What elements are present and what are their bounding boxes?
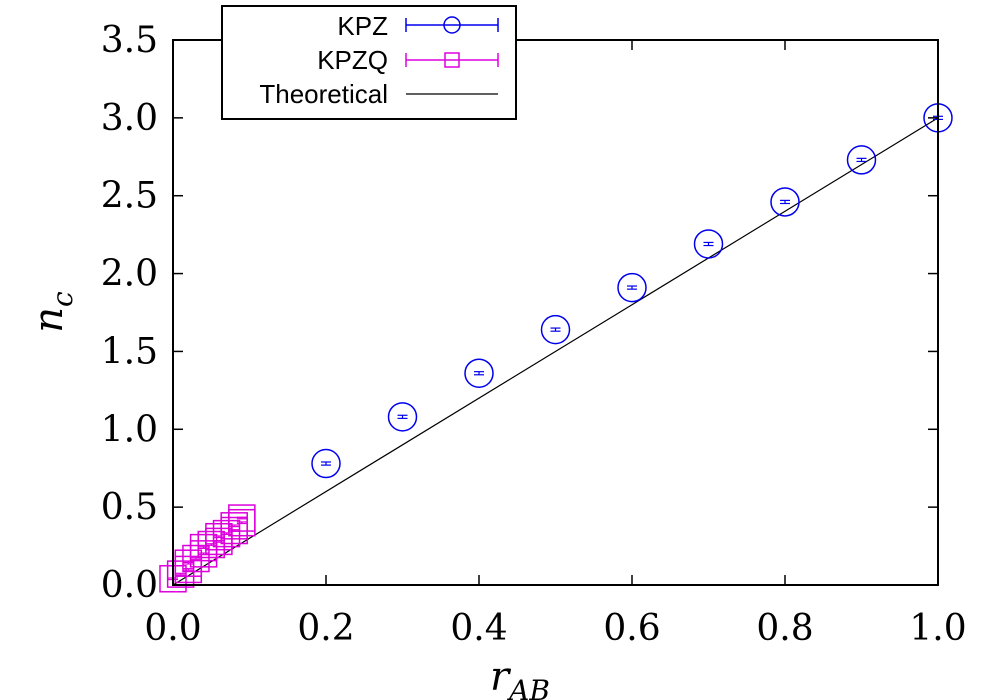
legend-sample-kpz: [405, 16, 499, 34]
y-tick-label: 1.5: [101, 331, 158, 372]
y-tick-label: 1.0: [101, 409, 158, 450]
y-axis-label-sub: c: [46, 291, 79, 307]
legend: KPZ KPZQ Theoretical: [221, 5, 517, 120]
y-tick-label: 0.5: [101, 487, 158, 528]
y-axis-label-main: n: [26, 307, 72, 333]
kpz-point-3: [540, 314, 571, 345]
kpzq-marker: [220, 512, 248, 540]
kpz-marker: [617, 272, 647, 303]
kpz-point-5: [693, 229, 724, 259]
x-axis-label-sub: AB: [506, 674, 550, 700]
kpzq-point-1: [166, 560, 195, 588]
kpzq-point-12: [220, 512, 248, 540]
kpzq-point-7: [197, 530, 225, 559]
kpz-point-0: [311, 448, 341, 479]
x-axis-label-main: r: [490, 654, 512, 700]
kpz-marker: [846, 145, 877, 175]
legend-label-kpz: KPZ: [337, 11, 388, 41]
kpzq-marker: [182, 544, 210, 573]
kpz-marker: [540, 314, 571, 345]
kpzq-point-9: [205, 522, 233, 551]
kpzq-marker: [228, 504, 256, 532]
kpz-marker: [311, 448, 341, 479]
x-axis-label: rAB: [490, 654, 550, 700]
x-tick-label: 1.0: [909, 608, 966, 649]
legend-label-kpzq: KPZQ: [317, 45, 388, 75]
plot-frame: [172, 39, 939, 586]
kpz-marker: [770, 187, 800, 217]
y-tick-label: 3.5: [101, 20, 158, 61]
kpz-point-2: [464, 358, 494, 388]
axis-ticks: [172, 39, 939, 586]
kpz-point-1: [387, 402, 418, 432]
kpzq-point-3: [174, 549, 203, 577]
plot-marks: [159, 103, 953, 593]
kpz-point-4: [617, 272, 647, 303]
kpzq-marker: [197, 530, 225, 559]
y-tick-label: 2.0: [101, 254, 158, 295]
kpzq-point-6: [189, 533, 218, 562]
y-tick-label: 2.5: [101, 176, 158, 217]
theoretical-line: [172, 117, 939, 586]
x-tick-label: 0.0: [144, 608, 201, 649]
x-tick-label: 0.8: [756, 608, 813, 649]
kpz-marker: [693, 229, 724, 259]
x-tick-label: 0.6: [603, 608, 660, 649]
y-tick-label: 0.0: [101, 565, 158, 606]
x-tick-label: 0.2: [297, 608, 354, 649]
kpzq-marker: [166, 560, 195, 588]
legend-sample-kpzq: [405, 52, 499, 68]
y-tick-label: 3.0: [101, 98, 158, 139]
kpzq-marker: [212, 519, 241, 548]
kpzq-point-4: [182, 544, 210, 573]
legend-label-theoretical: Theoretical: [259, 79, 388, 109]
y-axis-label: nc: [26, 291, 79, 333]
kpzq-marker: [174, 549, 203, 577]
kpzq-point-10: [212, 519, 241, 548]
kpz-marker: [387, 402, 418, 432]
kpz-marker: [464, 358, 494, 388]
kpz-point-7: [846, 145, 877, 175]
tick-labels: 0.0 0.2 0.4 0.6 0.8 1.0 0.0 0.5 1.0 1.5 2.0 2.5 3.0 3…: [101, 20, 967, 649]
x-tick-label: 0.4: [450, 608, 507, 649]
kpzq-point-14: [228, 504, 256, 532]
kpzq-marker: [189, 533, 218, 562]
kpz-point-6: [770, 187, 800, 217]
kpzq-marker: [205, 522, 233, 551]
